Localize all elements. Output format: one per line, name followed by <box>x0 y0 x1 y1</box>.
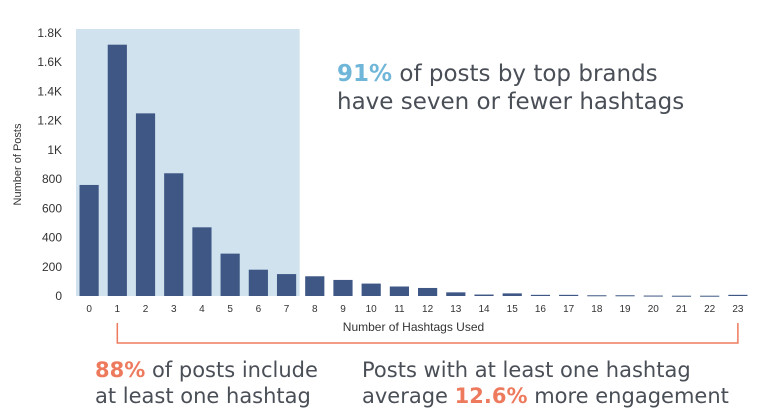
bar-18 <box>587 295 607 297</box>
x-tick-label: 6 <box>256 304 262 315</box>
callout-right-prefix: average <box>362 383 455 408</box>
bar-4 <box>192 227 212 296</box>
x-tick-label: 0 <box>86 304 92 315</box>
seven-or-fewer-callout: 91% of posts by top brands have seven or… <box>337 60 684 116</box>
callout-top-highlight: 91% <box>337 61 393 87</box>
engagement-callout: Posts with at least one hashtag average … <box>362 358 729 409</box>
callout-top-line1: 91% of posts by top brands <box>337 60 684 88</box>
callout-left-highlight: 88% <box>95 358 146 382</box>
y-axis-label: Number of Posts <box>12 123 24 205</box>
x-axis-ticks: 0 1 2 3 4 5 6 7 8 9 10 11 12 13 14 15 16 17 18 19 20 21 22 23 <box>86 304 744 315</box>
y-tick-label: 800 <box>42 172 62 186</box>
bar-16 <box>530 294 551 296</box>
x-axis-label: Number of Hashtags Used <box>343 320 484 334</box>
bars-group <box>79 44 748 297</box>
callout-right-suffix: more engagement <box>527 383 729 408</box>
x-tick-label: 13 <box>450 304 462 315</box>
callout-right-line1: Posts with at least one hashtag <box>362 358 691 382</box>
y-tick-label: 1.2K <box>37 114 62 128</box>
x-tick-label: 12 <box>422 304 434 315</box>
y-tick-label: 1.8K <box>37 26 62 40</box>
callout-top-line2: have seven or fewer hashtags <box>337 89 685 116</box>
bar-15 <box>502 293 522 296</box>
x-tick-label: 16 <box>535 304 547 315</box>
x-tick-label: 21 <box>676 304 688 315</box>
bar-8 <box>305 276 325 296</box>
bar-14 <box>474 294 494 296</box>
x-tick-label: 9 <box>340 304 346 315</box>
x-tick-label: 14 <box>478 304 490 315</box>
x-tick-label: 2 <box>143 304 149 315</box>
bar-20 <box>643 295 663 297</box>
y-tick-label: 1.4K <box>37 84 62 98</box>
at-least-one-hashtag-bracket <box>116 323 739 344</box>
y-axis-ticks: 0 200 400 600 800 1K 1.2K 1.4K 1.6K 1.8K <box>37 26 62 303</box>
x-tick-label: 11 <box>394 304 405 315</box>
callout-right-line2: average 12.6% more engagement <box>362 384 729 410</box>
bar-3 <box>164 173 184 296</box>
x-tick-label: 5 <box>227 304 233 315</box>
callout-left-line1-rest: of posts include <box>145 358 318 382</box>
y-tick-label: 400 <box>42 231 62 245</box>
x-tick-label: 15 <box>507 304 519 315</box>
callout-left-line2: at least one hashtag <box>95 383 311 408</box>
bar-10 <box>361 283 381 296</box>
x-tick-label: 4 <box>199 304 205 315</box>
y-tick-label: 1K <box>47 143 62 157</box>
bar-1 <box>107 44 127 296</box>
bar-19 <box>615 295 635 297</box>
x-tick-label: 20 <box>648 304 660 315</box>
callout-top-line1-rest: of posts by top brands <box>392 61 658 87</box>
bar-6 <box>248 269 268 296</box>
bar-21 <box>671 295 692 297</box>
x-tick-label: 19 <box>620 304 632 315</box>
bar-11 <box>389 286 409 296</box>
bar-17 <box>559 294 579 296</box>
x-tick-label: 7 <box>284 304 290 315</box>
x-tick-label: 23 <box>732 304 744 315</box>
callout-right-highlight: 12.6% <box>454 383 528 408</box>
y-tick-label: 1.6K <box>37 55 62 69</box>
at-least-one-hashtag-callout: 88% of posts include at least one hashta… <box>95 358 318 409</box>
bar-13 <box>446 292 466 296</box>
x-tick-label: 3 <box>171 304 177 315</box>
bar-7 <box>276 274 297 296</box>
y-tick-label: 200 <box>42 260 62 274</box>
x-tick-label: 22 <box>704 304 716 315</box>
bar-22 <box>700 295 720 297</box>
x-tick-label: 18 <box>591 304 603 315</box>
y-tick-label: 600 <box>42 201 62 215</box>
callout-left-line1: 88% of posts include <box>95 358 318 384</box>
bar-5 <box>220 253 240 296</box>
bar-0 <box>79 184 99 296</box>
x-tick-label: 1 <box>115 304 121 315</box>
x-tick-label: 10 <box>366 304 378 315</box>
x-tick-label: 17 <box>563 304 575 315</box>
y-tick-label: 0 <box>55 289 62 303</box>
bar-9 <box>333 279 353 296</box>
bar-12 <box>418 287 438 296</box>
x-tick-label: 8 <box>312 304 318 315</box>
bar-23 <box>728 294 748 296</box>
bar-2 <box>135 113 156 296</box>
